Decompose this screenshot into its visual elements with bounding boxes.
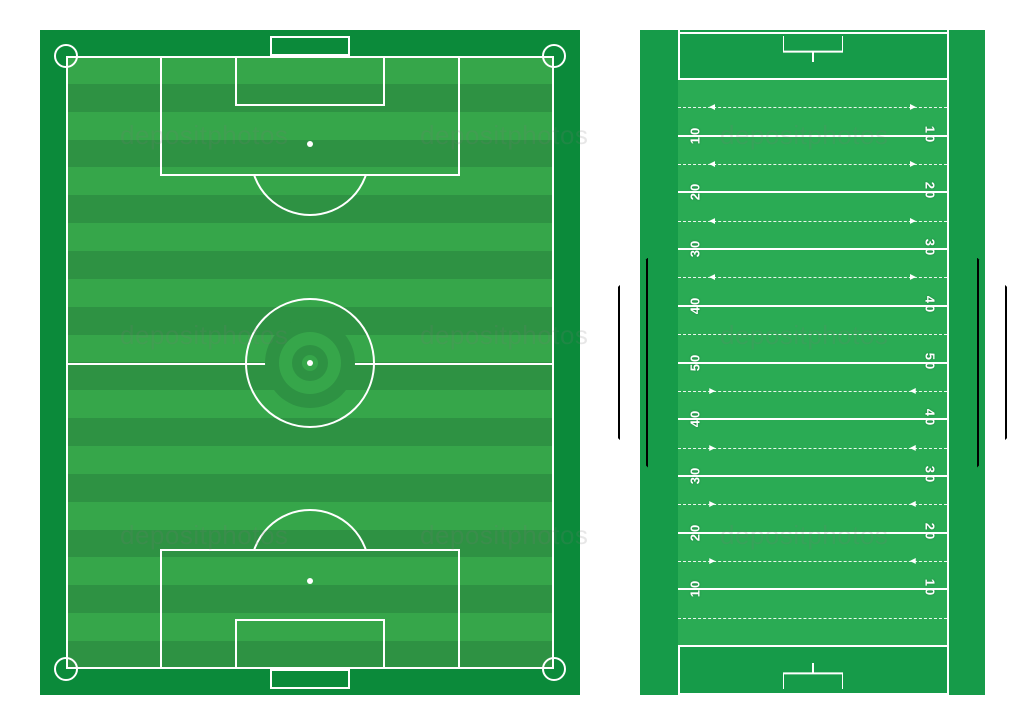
football-playfield: ▲▲1010▲▲2020▲▲3030▲▲40405050▼▼4040▼▼3030… (678, 78, 947, 647)
soccer-corner-top-left (54, 44, 78, 68)
football-yard-row: ▼▼4040 (678, 362, 947, 419)
football-endzone-line-bottom (678, 693, 947, 695)
soccer-corner-bottom-left (54, 657, 78, 681)
soccer-penalty-spot-top (307, 141, 313, 147)
football-yard-row: ▲▲4040 (678, 248, 947, 305)
soccer-field (40, 30, 580, 695)
soccer-arc-top (250, 176, 370, 216)
football-goalpost-top (783, 36, 843, 62)
football-bench-left (618, 258, 648, 468)
football-goalpost-bottom (783, 663, 843, 689)
football-yard-row: ▼▼3030 (678, 418, 947, 475)
soccer-goal-box-bottom (235, 619, 385, 669)
soccer-penalty-spot-bottom (307, 578, 313, 584)
soccer-center-spot (307, 360, 313, 366)
football-yard-row: ▲▲3030 (678, 191, 947, 248)
soccer-goal-box-top (235, 56, 385, 106)
football-yard-row: ▼▼2020 (678, 475, 947, 532)
stage: ▲▲1010▲▲2020▲▲3030▲▲40405050▼▼4040▼▼3030… (0, 0, 1024, 724)
football-yard-row: ▼▼1010 (678, 532, 947, 589)
soccer-corner-bottom-right (542, 657, 566, 681)
football-yard-row: ▲▲1010 (678, 78, 947, 135)
football-yard-row: ▲▲2020 (678, 135, 947, 192)
football-field: ▲▲1010▲▲2020▲▲3030▲▲40405050▼▼4040▼▼3030… (640, 30, 985, 695)
football-yard-row: 5050 (678, 305, 947, 362)
football-sideline-right (947, 30, 949, 695)
football-endzone-line-top (678, 32, 947, 34)
soccer-goal-top (270, 36, 350, 56)
football-bench-right (977, 258, 1007, 468)
soccer-corner-top-right (542, 44, 566, 68)
soccer-goal-bottom (270, 669, 350, 689)
soccer-arc-bottom (250, 509, 370, 549)
football-yard-row (678, 588, 947, 647)
